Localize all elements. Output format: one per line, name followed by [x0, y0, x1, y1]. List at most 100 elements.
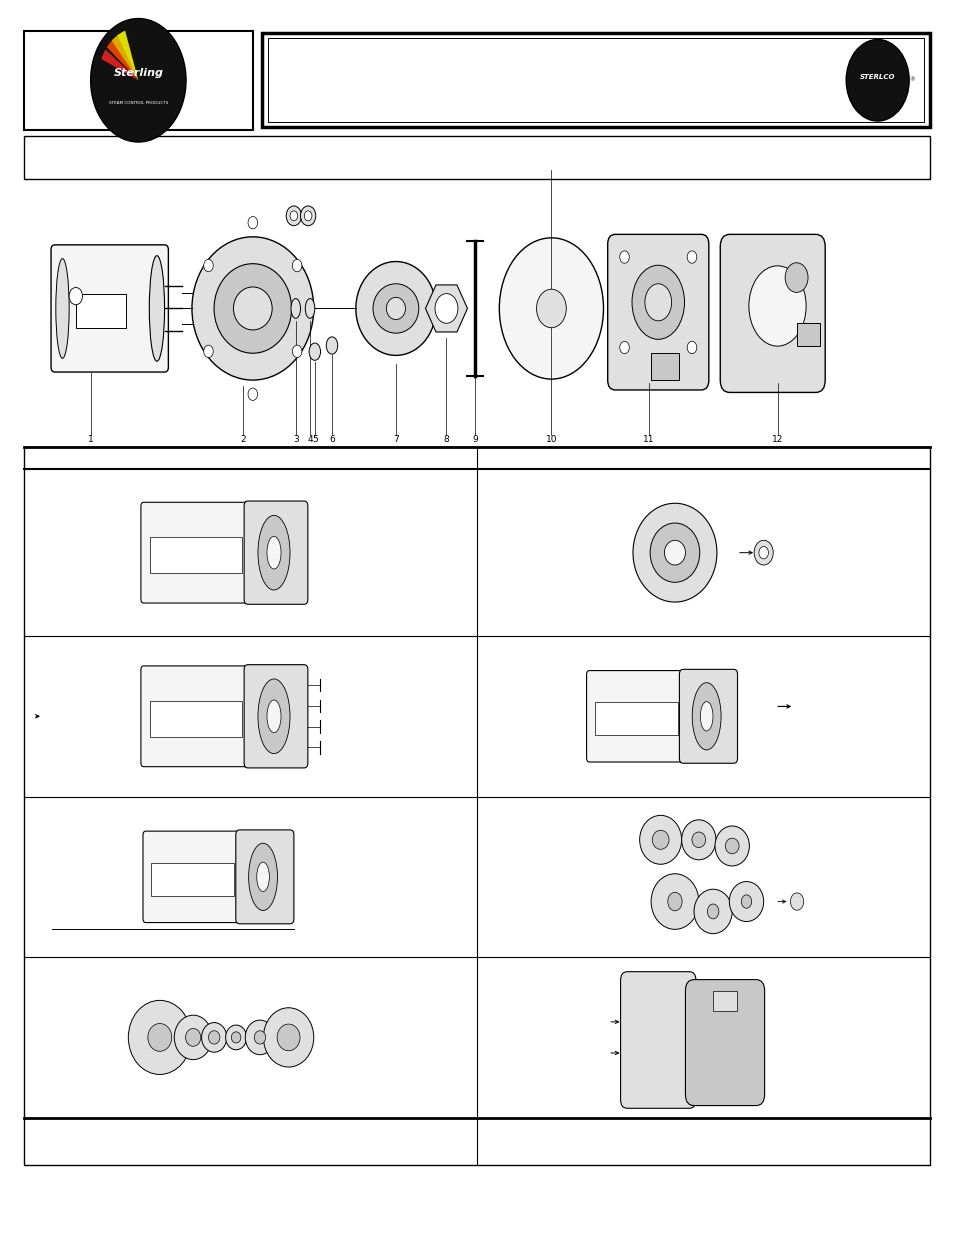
Ellipse shape: [650, 874, 698, 930]
Bar: [150, 700, 242, 737]
Ellipse shape: [257, 515, 290, 590]
FancyBboxPatch shape: [244, 664, 308, 768]
Wedge shape: [117, 31, 138, 80]
Ellipse shape: [536, 289, 566, 327]
Circle shape: [70, 288, 83, 305]
Ellipse shape: [56, 258, 70, 358]
Ellipse shape: [256, 862, 269, 892]
Text: 4: 4: [307, 435, 313, 445]
Ellipse shape: [309, 343, 320, 361]
Ellipse shape: [201, 1023, 227, 1052]
Circle shape: [91, 19, 186, 142]
Ellipse shape: [291, 299, 300, 319]
Ellipse shape: [728, 882, 763, 921]
Ellipse shape: [355, 262, 436, 356]
Ellipse shape: [694, 889, 732, 934]
Text: 7: 7: [393, 435, 398, 445]
Ellipse shape: [639, 815, 680, 864]
Circle shape: [292, 259, 301, 272]
FancyBboxPatch shape: [607, 235, 708, 390]
Circle shape: [300, 206, 315, 226]
Circle shape: [784, 263, 807, 293]
Ellipse shape: [267, 700, 281, 732]
Text: STEAM CONTROL PRODUCTS: STEAM CONTROL PRODUCTS: [109, 100, 168, 105]
Ellipse shape: [277, 1024, 299, 1051]
Circle shape: [290, 211, 297, 221]
Ellipse shape: [650, 524, 700, 583]
Ellipse shape: [245, 1020, 274, 1055]
Circle shape: [845, 40, 908, 121]
Ellipse shape: [652, 830, 668, 850]
Ellipse shape: [263, 1008, 314, 1067]
Circle shape: [435, 294, 457, 324]
FancyBboxPatch shape: [586, 671, 685, 762]
FancyBboxPatch shape: [244, 501, 308, 604]
Ellipse shape: [257, 679, 290, 753]
Wedge shape: [107, 40, 138, 80]
Circle shape: [292, 345, 301, 357]
FancyBboxPatch shape: [141, 503, 251, 603]
Ellipse shape: [748, 266, 805, 346]
FancyBboxPatch shape: [684, 979, 763, 1105]
Text: ®: ®: [908, 78, 914, 83]
Bar: [24, 31, 253, 130]
Ellipse shape: [692, 683, 720, 750]
Text: 6: 6: [329, 435, 335, 445]
Ellipse shape: [386, 298, 405, 320]
Ellipse shape: [148, 1024, 172, 1051]
Text: 12: 12: [771, 435, 782, 445]
Text: 11: 11: [642, 435, 654, 445]
Circle shape: [204, 345, 213, 357]
Text: 3: 3: [293, 435, 298, 445]
Ellipse shape: [633, 504, 717, 603]
Circle shape: [248, 216, 257, 228]
Ellipse shape: [128, 1000, 191, 1074]
Ellipse shape: [208, 1031, 219, 1044]
Ellipse shape: [691, 832, 705, 847]
Ellipse shape: [149, 256, 165, 362]
Bar: [650, 353, 679, 380]
Ellipse shape: [667, 893, 681, 911]
Ellipse shape: [644, 284, 671, 321]
Ellipse shape: [724, 839, 739, 853]
Ellipse shape: [192, 237, 314, 380]
Circle shape: [304, 211, 312, 221]
Bar: [796, 324, 820, 346]
FancyBboxPatch shape: [51, 245, 168, 372]
Bar: [713, 990, 737, 1011]
Ellipse shape: [233, 287, 272, 330]
Circle shape: [248, 388, 257, 400]
Bar: [24, 447, 929, 1165]
Ellipse shape: [707, 904, 719, 919]
Ellipse shape: [225, 1025, 246, 1050]
Text: Sterling: Sterling: [113, 68, 163, 78]
Bar: [24, 136, 929, 179]
Text: 5: 5: [312, 435, 317, 445]
Ellipse shape: [305, 299, 314, 319]
Circle shape: [759, 547, 767, 558]
Circle shape: [753, 541, 772, 566]
Bar: [595, 703, 677, 735]
Text: 10: 10: [545, 435, 557, 445]
Text: 9: 9: [472, 435, 477, 445]
FancyBboxPatch shape: [720, 235, 824, 393]
Wedge shape: [112, 35, 138, 80]
Circle shape: [286, 206, 301, 226]
Ellipse shape: [373, 284, 418, 333]
Ellipse shape: [185, 1029, 201, 1046]
FancyBboxPatch shape: [620, 972, 696, 1108]
Ellipse shape: [174, 1015, 212, 1060]
Ellipse shape: [253, 1031, 265, 1044]
FancyBboxPatch shape: [235, 830, 294, 924]
Circle shape: [686, 341, 696, 353]
Circle shape: [204, 259, 213, 272]
Ellipse shape: [663, 541, 685, 566]
Ellipse shape: [213, 264, 292, 353]
FancyBboxPatch shape: [141, 666, 251, 767]
Text: 8: 8: [443, 435, 449, 445]
Ellipse shape: [267, 536, 281, 569]
Text: 2: 2: [240, 435, 246, 445]
Bar: [76, 294, 126, 329]
Bar: [268, 38, 923, 122]
FancyBboxPatch shape: [143, 831, 242, 923]
